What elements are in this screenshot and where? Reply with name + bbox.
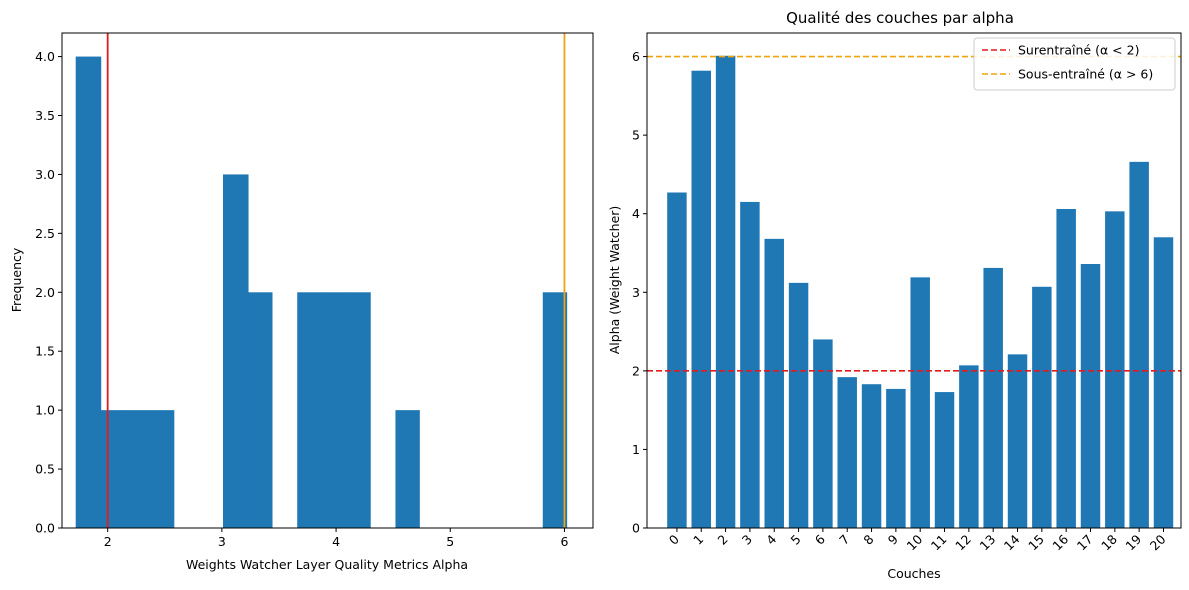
histogram-bar-2: [124, 410, 151, 528]
layer-bar-6: [813, 339, 833, 528]
layer-bar-10: [910, 277, 930, 528]
histogram-y-tick-label-1: 0.5: [35, 462, 55, 477]
legend-box: [973, 37, 1176, 91]
histogram-x-axis-label: Weights Watcher Layer Quality Metrics Al…: [186, 557, 468, 572]
bar-chart-y-axis-label: Alpha (Weight Watcher): [607, 206, 622, 355]
histogram-y-tick-label-8: 4.0: [35, 49, 55, 64]
histogram-y-ticks: 0.0 0.5 1.0 1.5 2.0 2.5 3.0 3.5 4.0: [35, 49, 62, 536]
layer-bar-1: [691, 70, 711, 528]
histogram-x-tick-label-1: 3: [218, 534, 226, 549]
histogram-x-tick-label-2: 4: [332, 534, 340, 549]
histogram-bar-7: [248, 292, 273, 528]
bar-chart-y-tick-label-4: 4: [632, 206, 640, 221]
bar-chart-y-tick-label-1: 1: [632, 442, 640, 457]
layer-bar-4: [764, 238, 784, 528]
layer-bar-9: [886, 388, 906, 528]
layer-bar-15: [1032, 286, 1052, 528]
layer-bar-18: [1105, 211, 1125, 528]
histogram-y-axis-label: Frequency: [9, 247, 24, 312]
histogram-axes-frame: [61, 32, 594, 529]
histogram-x-tick-label-3: 5: [446, 534, 454, 549]
histogram-bar-0: [75, 56, 102, 528]
histogram-x-tick-label-0: 2: [104, 534, 112, 549]
bar-chart-y-ticks: 0 1 2 3 4 5 6: [632, 49, 647, 536]
layer-bar-7: [837, 377, 857, 528]
histogram-bar-13: [395, 410, 420, 528]
histogram-bar-11: [346, 292, 371, 528]
histogram-panel: 2 3 4 5 6 0.0 0.5 1.0 1.5 2.0 2.5 3.0 3.5 4.0 Weight…: [9, 32, 594, 572]
histogram-bars: [75, 56, 568, 528]
histogram-x-tick-label-4: 6: [560, 534, 568, 549]
layer-bar-8: [861, 384, 882, 528]
layer-bar-19: [1129, 161, 1149, 528]
histogram-bar-19: [542, 292, 568, 528]
layer-bar-17: [1080, 264, 1101, 528]
bar-chart-y-tick-label-2: 2: [632, 363, 640, 378]
bar-chart-y-tick-label-5: 5: [632, 128, 640, 143]
bar-chart-x-axis-label: Couches: [887, 566, 940, 581]
layer-bar-0: [667, 192, 687, 528]
histogram-y-tick-label-2: 1.0: [35, 403, 55, 418]
layer-bar-16: [1056, 209, 1076, 528]
histogram-y-tick-label-0: 0.0: [35, 521, 55, 536]
histogram-reference-lines: [106, 33, 566, 528]
histogram-bar-10: [321, 292, 347, 528]
legend-label-undertrained: Sous-entraîné (α > 6): [1018, 67, 1153, 82]
histogram-bar-9: [297, 292, 322, 528]
bar-chart-title: Qualité des couches par alpha: [786, 9, 1014, 27]
bar-chart-y-tick-label-6: 6: [632, 49, 640, 64]
histogram-bar-6: [223, 174, 249, 528]
layer-bar-20: [1153, 237, 1174, 529]
bar-chart-axes-frame: [646, 32, 1182, 529]
layer-bar-2: [715, 55, 736, 529]
histogram-y-tick-label-5: 2.5: [35, 226, 55, 241]
layer-bar-11: [934, 392, 955, 528]
histogram-y-tick-label-6: 3.0: [35, 167, 55, 182]
histogram-bar-1: [100, 410, 126, 528]
layer-bar-3: [740, 201, 760, 528]
histogram-x-ticks: 2 3 4 5 6: [104, 528, 568, 549]
layer-bar-5: [788, 282, 809, 528]
legend-label-overtrained: Surentraîné (α < 2): [1018, 43, 1139, 58]
layer-bar-12: [959, 365, 979, 528]
histogram-y-tick-label-7: 3.5: [35, 108, 55, 123]
histogram-y-tick-label-4: 2.0: [35, 285, 55, 300]
bar-chart-y-tick-label-0: 0: [632, 521, 640, 536]
histogram-y-tick-label-3: 1.5: [35, 344, 55, 359]
bar-chart-y-tick-label-3: 3: [632, 285, 640, 300]
layer-bar-14: [1007, 354, 1028, 528]
bar-chart-bars: [667, 55, 1174, 529]
layer-bar-13: [983, 267, 1003, 528]
histogram-bar-3: [149, 410, 175, 528]
legend: Surentraîné (α < 2) Sous-entraîné (α > 6…: [973, 37, 1176, 91]
